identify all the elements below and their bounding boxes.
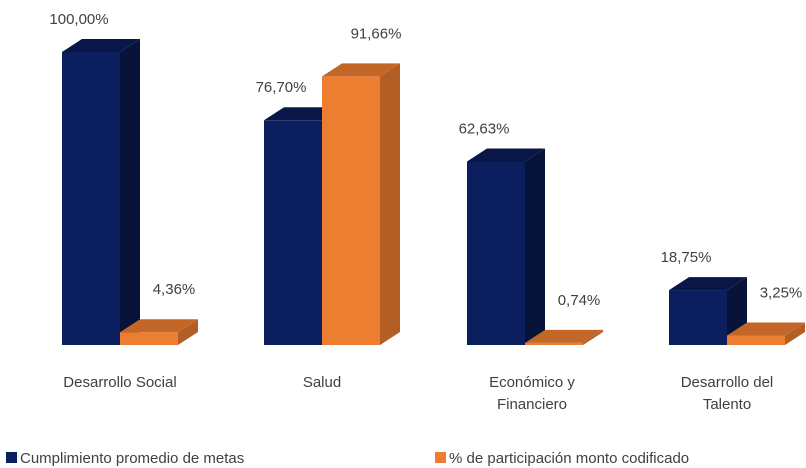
value-label: 76,70% <box>256 79 307 96</box>
legend-swatch <box>6 452 17 463</box>
value-label: 100,00% <box>49 11 108 28</box>
bar-side <box>178 319 198 345</box>
value-label: 0,74% <box>558 292 601 309</box>
bar-top <box>727 322 805 336</box>
category-label: Salud <box>302 374 342 391</box>
legend-item: Cumplimiento promedio de metas <box>6 450 244 467</box>
value-label: 4,36% <box>153 281 196 298</box>
legend-label: % de participación monto codificado <box>449 450 690 467</box>
legend-item: % de participación monto codificado <box>435 450 689 467</box>
bar-top <box>525 329 603 343</box>
bar <box>467 161 525 345</box>
bar-side <box>525 148 545 345</box>
bar <box>525 342 583 345</box>
bar-side <box>380 63 400 346</box>
bar-top <box>467 148 545 162</box>
bar <box>727 335 785 345</box>
value-label: 62,63% <box>459 120 510 137</box>
bar <box>669 290 727 345</box>
bar-side <box>785 322 805 345</box>
value-label: 3,25% <box>760 284 803 301</box>
category-label: Desarrollo del Talento <box>680 374 774 413</box>
bar <box>120 332 178 345</box>
bar <box>322 76 380 345</box>
bar-top <box>120 319 198 333</box>
legend-label: Cumplimiento promedio de metas <box>20 450 245 467</box>
category-label: Económico y Financiero <box>489 374 575 413</box>
bar <box>264 120 322 345</box>
bar-side <box>583 329 603 345</box>
bar-top <box>669 277 747 291</box>
bar-top <box>62 39 140 52</box>
bar <box>62 52 120 345</box>
bar-top <box>322 63 400 77</box>
legend-swatch <box>435 452 446 463</box>
category-label: Desarrollo Social <box>63 374 177 391</box>
value-label: 18,75% <box>661 249 712 266</box>
value-label: 91,66% <box>351 25 402 42</box>
bar-side <box>120 39 140 345</box>
